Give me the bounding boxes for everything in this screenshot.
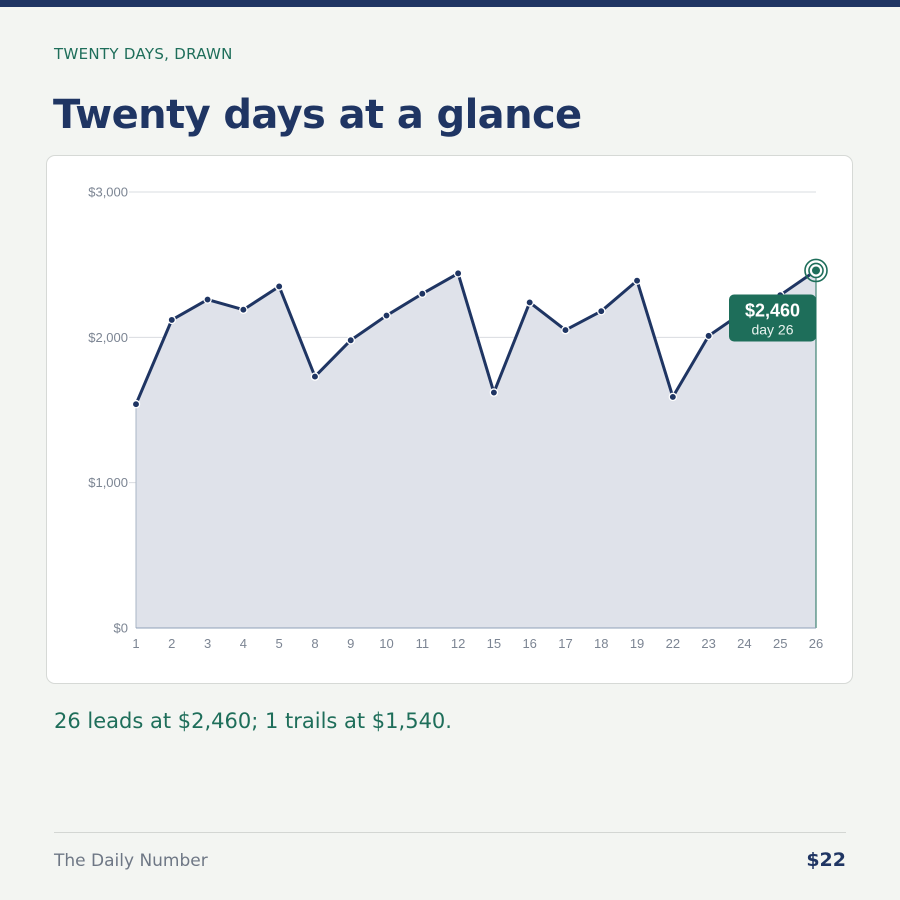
data-point (239, 305, 248, 314)
data-point (525, 298, 534, 307)
data-point (561, 325, 570, 335)
data-point (418, 289, 427, 298)
data-point (597, 306, 606, 316)
x-tick-label: 11 (416, 636, 430, 651)
x-tick-label: 17 (558, 636, 572, 651)
callout-value: $2,460 (745, 300, 800, 320)
x-tick-label: 22 (666, 636, 680, 651)
area-fill (136, 270, 816, 628)
x-tick-label: 23 (701, 636, 715, 651)
data-point (668, 392, 678, 402)
chart-card: $0 $1,000 $2,000 $3,000 1 2 3 4 5 8 9 10 11 12 15 16 17 1… (46, 155, 853, 684)
data-point (489, 388, 499, 397)
data-point (203, 295, 212, 304)
highlight-ring (804, 258, 828, 283)
x-tick-label: 26 (809, 636, 823, 651)
x-tick-label: 2 (168, 636, 175, 651)
callout-badge (729, 294, 816, 342)
x-tick-label: 8 (311, 636, 318, 651)
callout-day: day 26 (751, 321, 793, 337)
y-tick-label: $0 (114, 621, 128, 636)
x-tick-label: 4 (240, 636, 247, 651)
x-tick-label: 25 (773, 636, 787, 651)
data-point (704, 331, 713, 341)
x-tick-label: 18 (594, 636, 608, 651)
x-tick-label: 3 (204, 636, 211, 651)
page-title: Twenty days at a glance (53, 92, 582, 138)
x-tick-label: 10 (379, 636, 393, 651)
data-point (346, 335, 355, 345)
data-point (310, 372, 320, 381)
y-tick-label: $1,000 (88, 475, 128, 490)
footer-price: $22 (806, 849, 846, 871)
footer-brand: The Daily Number (54, 851, 208, 871)
data-point (131, 399, 141, 409)
footer-divider (54, 832, 846, 833)
x-tick-label: 12 (451, 636, 465, 651)
x-tick-label: 19 (630, 636, 644, 651)
kicker: TWENTY DAYS, DRAWN (54, 45, 233, 63)
data-point (632, 276, 642, 285)
top-accent-bar (0, 0, 900, 7)
x-tick-label: 1 (132, 636, 139, 651)
y-tick-label: $3,000 (88, 185, 128, 200)
data-point (382, 311, 391, 320)
chart-caption: 26 leads at $2,460; 1 trails at $1,540. (54, 709, 452, 733)
x-tick-label: 15 (487, 636, 501, 651)
data-point (167, 315, 177, 325)
highlight-point (812, 266, 820, 275)
x-tick-label: 16 (522, 636, 536, 651)
x-tick-label: 24 (737, 636, 751, 651)
data-point (274, 282, 284, 291)
x-tick-label: 9 (347, 636, 354, 651)
data-point (453, 269, 463, 278)
y-tick-label: $2,000 (88, 330, 128, 345)
x-tick-label: 5 (276, 636, 283, 651)
series-line (134, 268, 818, 406)
